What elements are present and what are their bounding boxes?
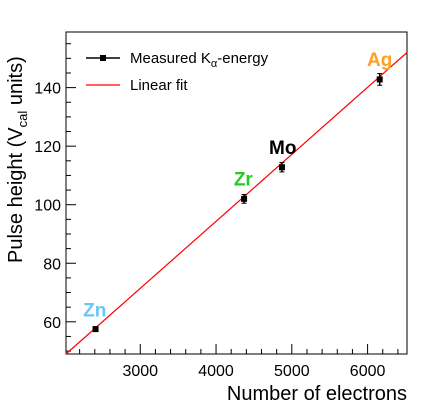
legend-measured-marker: [100, 55, 106, 61]
y-tick-label: 80: [43, 256, 61, 273]
y-axis-title: Pulse height (Vcal units): [5, 56, 30, 263]
y-axis-title-sub: cal: [15, 111, 30, 128]
y-axis-title-main: Pulse height (V: [5, 127, 27, 263]
y-tick-label: 120: [34, 139, 61, 156]
legend-measured-label-tail: -energy: [217, 50, 268, 67]
y-tick-label: 60: [43, 315, 61, 332]
point-marker: [241, 195, 248, 202]
annotation-mo: Mo: [269, 138, 296, 159]
legend-measured-label-sub: α: [211, 58, 218, 70]
y-tick-label: 100: [34, 198, 61, 215]
y-axis-title-tail: units): [5, 56, 27, 110]
legend: Measured Kα-energy Linear fit: [86, 50, 269, 94]
data-point: [241, 193, 248, 204]
x-axis-title: Number of electrons: [227, 383, 407, 405]
legend-fit-label: Linear fit: [130, 77, 188, 94]
tick-labels: 3000 4000 5000 6000 60 80 100 120 140: [34, 81, 385, 380]
plot-area: Zn Zr Mo Ag: [65, 50, 408, 355]
x-tick-label: 3000: [122, 363, 158, 380]
x-tick-label: 5000: [274, 363, 310, 380]
legend-measured-label: Measured Kα-energy: [130, 50, 269, 70]
y-tick-label: 140: [34, 81, 61, 98]
point-marker: [92, 326, 99, 333]
point-marker: [376, 76, 383, 83]
plot-frame: [65, 31, 408, 355]
x-tick-label: 4000: [198, 363, 234, 380]
data-point: [376, 73, 383, 86]
data-point: [278, 162, 285, 173]
annotation-zn: Zn: [83, 301, 106, 322]
x-tick-label: 6000: [350, 363, 386, 380]
minor-ticks: [66, 43, 399, 354]
annotation-ag: Ag: [367, 50, 392, 71]
major-ticks: [66, 87, 369, 354]
data-point: [92, 326, 99, 333]
legend-measured-label-main: Measured K: [130, 50, 211, 67]
point-marker: [278, 164, 285, 171]
fit-line: [65, 52, 408, 355]
annotation-zr: Zr: [234, 169, 254, 190]
